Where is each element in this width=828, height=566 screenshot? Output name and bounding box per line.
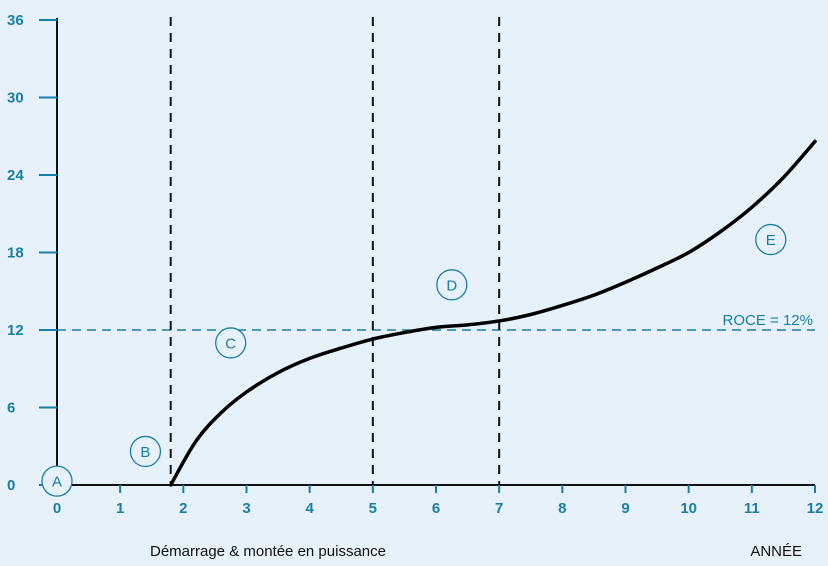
x-tick-label: 3	[242, 500, 250, 517]
phase-marker-e-label: E	[766, 232, 776, 249]
x-tick-label: 2	[179, 500, 187, 517]
curve-layer	[168, 139, 817, 487]
x-tick-label: 12	[807, 500, 824, 517]
phase-marker-a-circle	[41, 465, 73, 497]
phase-marker-c-circle	[215, 327, 247, 359]
x-tick-label: 10	[680, 500, 697, 517]
phase-marker-c-label: C	[225, 335, 236, 352]
x-tick-label: 6	[432, 500, 440, 517]
phase-marker-d-circle	[436, 269, 468, 301]
x-tick-label: 8	[558, 500, 566, 517]
x-tick-label: 7	[495, 500, 503, 517]
y-tick-label: 36	[7, 12, 24, 29]
x-tick-label: 5	[369, 500, 377, 517]
x-tick-label: 1	[116, 500, 124, 517]
x-axis-title: ANNÉE	[750, 543, 802, 560]
reference-lines: ROCE = 12%	[57, 17, 815, 485]
y-tick-label: 18	[7, 245, 24, 262]
y-tick-label: 12	[7, 322, 24, 339]
value-curve-0	[168, 139, 817, 487]
x-tick-label: 4	[305, 500, 314, 517]
y-tick-label: 24	[7, 167, 24, 184]
y-tick-label: 0	[7, 477, 15, 494]
phase-marker-a-label: A	[52, 474, 62, 491]
phase-marker-d-label: D	[446, 277, 457, 294]
x-tick-label: 0	[53, 500, 61, 517]
axes	[39, 18, 816, 493]
y-tick-label: 6	[7, 400, 15, 417]
phase-marker-e-circle	[755, 223, 787, 256]
phase-marker-b-circle	[129, 435, 162, 468]
phase-markers: A B C D E	[41, 223, 787, 497]
x-tick-label: 11	[744, 500, 760, 517]
phase-caption: Démarrage & montée en puissance	[150, 543, 386, 560]
roce-label: ROCE = 12%	[723, 312, 813, 329]
y-tick-label: 30	[7, 90, 24, 107]
phase-marker-b-label: B	[140, 444, 150, 461]
x-tick-label: 9	[621, 500, 629, 517]
